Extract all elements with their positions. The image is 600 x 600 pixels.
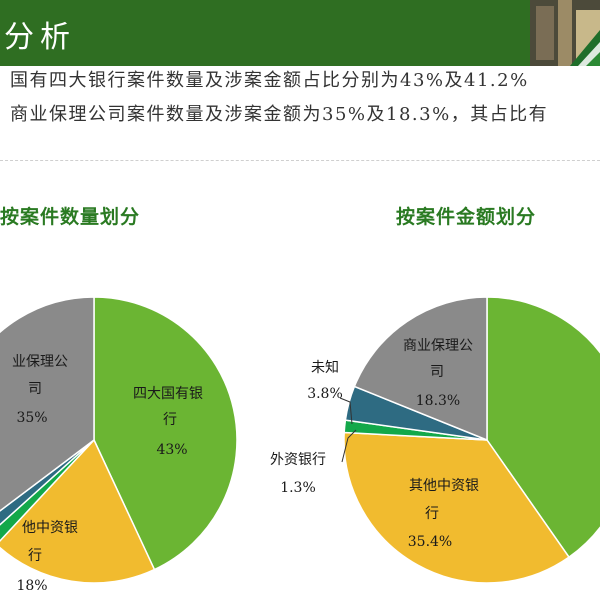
chart-title-amount: 按案件金额划分 bbox=[396, 206, 537, 228]
label-amount-other-domestic-value: 35.4% bbox=[408, 534, 452, 550]
header-bar: 分析 bbox=[0, 0, 600, 66]
label-count-other-domestic-2: 行 bbox=[28, 548, 42, 564]
label-amount-factoring-2: 司 bbox=[430, 364, 444, 380]
leader-line-unknown bbox=[339, 397, 353, 425]
chart-title-count: 按案件数量划分 bbox=[0, 206, 141, 228]
summary-line-1: 国有四大银行案件数量及涉案金额占比分别为43%及41.2% bbox=[10, 70, 529, 91]
slice-count-unknown bbox=[0, 439, 95, 526]
leader-line-foreign bbox=[341, 429, 357, 463]
label-count-big-four-value: 43% bbox=[156, 442, 187, 458]
label-amount-foreign-name: 外资银行 bbox=[270, 452, 326, 468]
label-count-factoring-value: 35% bbox=[16, 410, 47, 426]
header-photo bbox=[530, 0, 600, 66]
slice-amount-big-four bbox=[486, 296, 600, 559]
slice-amount-other-domestic bbox=[343, 431, 571, 584]
slice-amount-factoring bbox=[353, 296, 488, 442]
label-amount-other-domestic-2: 行 bbox=[425, 506, 439, 522]
label-amount-factoring-1: 商业保理公 bbox=[403, 338, 473, 354]
label-amount-foreign-value: 1.3% bbox=[280, 480, 316, 496]
label-count-other-domestic-1: 他中资银 bbox=[22, 520, 78, 536]
slice-count-factoring bbox=[0, 296, 95, 512]
slice-count-other-domestic bbox=[0, 438, 156, 584]
label-count-other-domestic-value: 18% bbox=[16, 578, 47, 594]
pie-count bbox=[0, 296, 238, 584]
page-title: 分析 bbox=[4, 20, 76, 55]
label-count-factoring-1: 业保理公 bbox=[12, 354, 68, 370]
label-amount-unknown-name: 未知 bbox=[311, 359, 339, 376]
label-count-big-four-2: 行 bbox=[163, 412, 177, 428]
summary-line-2: 商业保理公司案件数量及涉案金额为35%及18.3%，其占比有 bbox=[10, 104, 549, 125]
slice-count-big-four bbox=[93, 296, 238, 571]
label-count-big-four-1: 四大国有银 bbox=[133, 386, 203, 402]
label-amount-unknown-value: 3.8% bbox=[307, 386, 343, 402]
label-amount-factoring-value: 18.3% bbox=[416, 393, 460, 409]
label-amount-other-domestic-1: 其他中资银 bbox=[409, 478, 479, 494]
pie-amount bbox=[343, 296, 600, 584]
slice-count-foreign bbox=[0, 439, 95, 542]
divider bbox=[0, 160, 600, 161]
label-count-factoring-2: 司 bbox=[28, 381, 42, 397]
